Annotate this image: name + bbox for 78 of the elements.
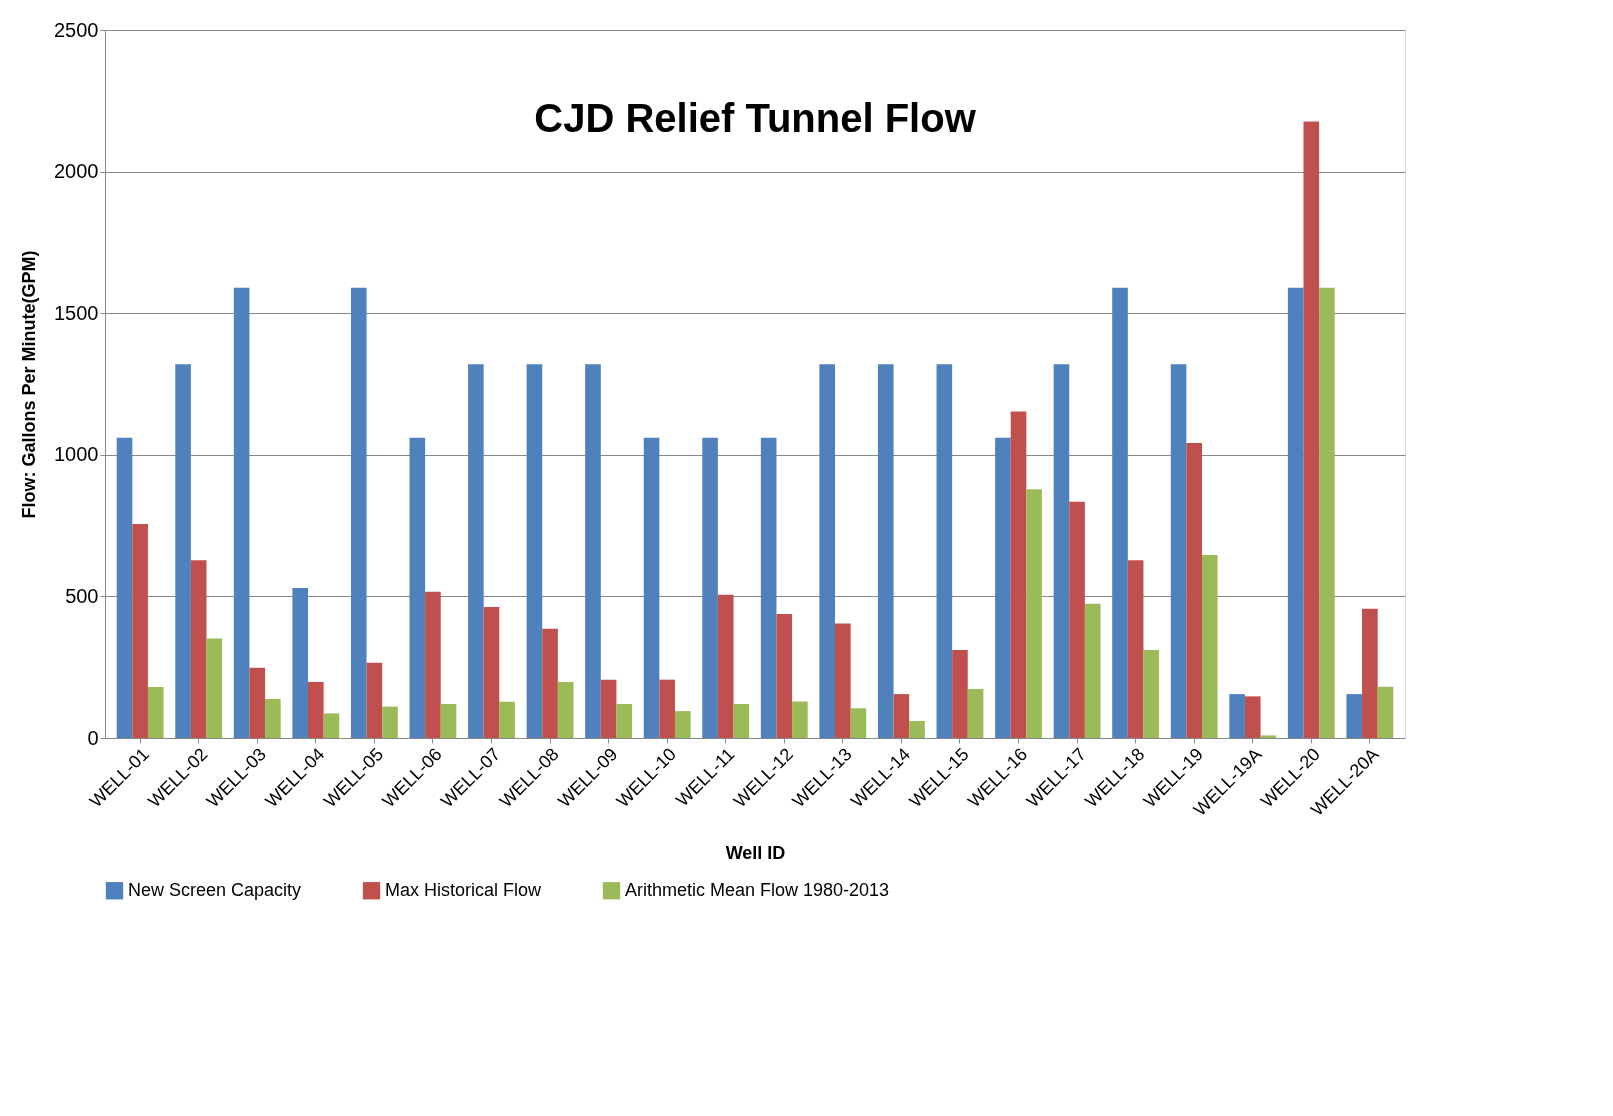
bar bbox=[1377, 686, 1394, 738]
bar bbox=[499, 701, 515, 738]
bar bbox=[233, 287, 250, 738]
bar bbox=[1084, 603, 1101, 738]
bar bbox=[526, 364, 543, 738]
bar bbox=[557, 681, 574, 738]
y-axis-title: Flow: Gallons Per Minute(GPM) bbox=[19, 250, 40, 519]
legend-label: Max Historical Flow bbox=[385, 879, 543, 900]
bar bbox=[116, 437, 133, 738]
text: CJD Relief Tunnel Flow bbox=[534, 96, 977, 140]
bar bbox=[1186, 442, 1202, 738]
bar bbox=[733, 704, 750, 738]
bar bbox=[819, 364, 836, 738]
bar bbox=[206, 638, 223, 738]
bar bbox=[952, 649, 968, 738]
bar bbox=[1127, 560, 1144, 738]
legend-label: New Screen Capacity bbox=[128, 879, 302, 900]
bar bbox=[1229, 694, 1245, 738]
y-tick-label: 2500 bbox=[54, 18, 99, 41]
bar bbox=[877, 364, 894, 738]
bar bbox=[1244, 696, 1261, 738]
bar bbox=[308, 681, 324, 738]
bar bbox=[249, 667, 266, 738]
bar bbox=[717, 594, 734, 738]
bar bbox=[132, 523, 148, 738]
bar bbox=[1069, 501, 1085, 738]
y-tick-label: 500 bbox=[65, 584, 99, 607]
bar bbox=[542, 628, 558, 738]
bar bbox=[382, 706, 398, 738]
y-tick-label: 1000 bbox=[54, 443, 99, 466]
bar bbox=[190, 560, 207, 738]
bar bbox=[760, 437, 777, 738]
bar bbox=[468, 364, 484, 738]
bar bbox=[265, 698, 281, 738]
legend-label: Arithmetic Mean Flow 1980-2013 bbox=[625, 879, 890, 900]
bar bbox=[1010, 411, 1027, 738]
bar bbox=[1143, 649, 1160, 738]
bar bbox=[585, 364, 601, 738]
bar bbox=[350, 287, 367, 738]
bar bbox=[147, 687, 164, 738]
bar bbox=[643, 437, 660, 738]
bar bbox=[292, 587, 308, 738]
bar bbox=[674, 711, 691, 738]
bar bbox=[835, 623, 851, 738]
y-tick-label: 0 bbox=[87, 726, 99, 749]
bar bbox=[1319, 287, 1335, 738]
bar bbox=[1202, 555, 1218, 738]
bar bbox=[1287, 287, 1304, 738]
x-axis-title: Well ID bbox=[725, 842, 786, 863]
bar bbox=[616, 704, 633, 738]
bar bbox=[1346, 694, 1363, 738]
bar bbox=[776, 613, 793, 738]
bar bbox=[1026, 489, 1042, 738]
bar bbox=[440, 704, 457, 738]
bar bbox=[1260, 735, 1277, 738]
bar bbox=[967, 689, 984, 738]
bar bbox=[1112, 287, 1128, 738]
bar bbox=[936, 364, 953, 738]
bar bbox=[425, 591, 441, 738]
y-tick-label: 2000 bbox=[54, 160, 99, 183]
bar bbox=[702, 437, 718, 738]
bar bbox=[1362, 608, 1378, 738]
bar bbox=[893, 694, 910, 738]
bar bbox=[792, 701, 808, 738]
bar bbox=[909, 721, 925, 738]
bar bbox=[1053, 364, 1070, 738]
bar bbox=[175, 364, 191, 738]
bar bbox=[409, 437, 426, 738]
bar bbox=[323, 713, 340, 738]
bar bbox=[850, 708, 867, 738]
y-tick-label: 1500 bbox=[54, 301, 99, 324]
bar bbox=[659, 679, 675, 738]
bar bbox=[1170, 364, 1187, 738]
bar bbox=[1303, 121, 1320, 738]
bar bbox=[366, 662, 383, 738]
bar bbox=[600, 679, 617, 738]
bar bbox=[995, 437, 1011, 738]
bar bbox=[483, 606, 500, 738]
